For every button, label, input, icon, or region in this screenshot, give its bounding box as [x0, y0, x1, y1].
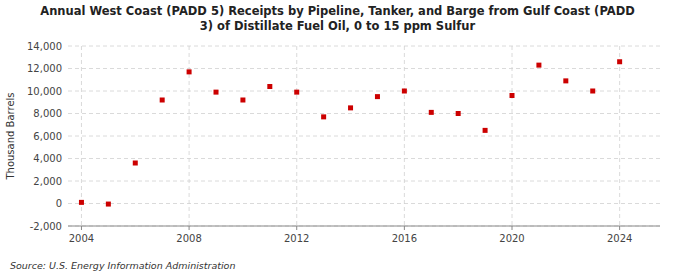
point [590, 89, 595, 94]
y-tick-label: 8,000 [33, 108, 62, 119]
y-grid-line [68, 68, 660, 69]
point [106, 202, 111, 207]
y-grid-line [68, 136, 660, 137]
point [536, 63, 541, 68]
x-tick-label: 2020 [499, 233, 524, 244]
point [348, 105, 353, 110]
axes: -2,000 0 2,000 4,000 6,000 8,000 10,000 12,000 1… [27, 41, 660, 245]
x-tick-label: 2008 [176, 233, 201, 244]
y-grid-line [68, 158, 660, 159]
y-grid-line [68, 226, 660, 227]
y-tick-label: 12,000 [27, 63, 62, 74]
x-tick-label: 2004 [69, 233, 94, 244]
y-tick-label: 4,000 [33, 153, 62, 164]
title-line: 3) of Distillate Fuel Oil, 0 to 15 ppm S… [200, 19, 476, 33]
point [214, 90, 219, 95]
point [402, 89, 407, 94]
source: Source: U.S. Energy Information Administ… [10, 260, 235, 271]
title: Annual West Coast (PADD 5) Receipts by P… [40, 4, 635, 33]
x-tick [296, 226, 297, 230]
point [79, 200, 84, 205]
point [294, 90, 299, 95]
point [375, 94, 380, 99]
y-grid-line [68, 113, 660, 114]
point [240, 98, 245, 103]
x-grid-line [81, 46, 82, 226]
y-grid-line [68, 91, 660, 92]
y-tick-label: 0 [56, 198, 62, 209]
title-line: Annual West Coast (PADD 5) Receipts by P… [40, 4, 635, 18]
points [79, 59, 622, 206]
x-grid-line [404, 46, 405, 226]
x-tick [404, 226, 405, 230]
x-tick-label: 2016 [392, 233, 417, 244]
point [429, 110, 434, 115]
y-grid-line [68, 203, 660, 204]
x-axis-line [68, 226, 660, 227]
y-tick-label: 10,000 [27, 86, 62, 97]
x-grid-line [296, 46, 297, 226]
x-grid-line [619, 46, 620, 226]
point [160, 98, 165, 103]
x-tick [512, 226, 513, 230]
point [133, 161, 138, 166]
y-grid-line [68, 181, 660, 182]
x-tick [189, 226, 190, 230]
point [483, 128, 488, 133]
x-tick-label: 2024 [607, 233, 632, 244]
point [617, 59, 622, 64]
x-tick-label: 2012 [284, 233, 309, 244]
grid [68, 46, 660, 226]
y-grid-line [68, 46, 660, 47]
point [321, 114, 326, 119]
point [267, 84, 272, 89]
point [510, 93, 515, 98]
y-axis-label: Thousand Barrels [5, 92, 16, 180]
point [563, 78, 568, 83]
point [456, 111, 461, 116]
point [187, 69, 192, 74]
y-tick-label: 6,000 [33, 131, 62, 142]
y-tick-label: 14,000 [27, 41, 62, 52]
x-tick [619, 226, 620, 230]
x-grid-line [512, 46, 513, 226]
y-tick-label: -2,000 [30, 221, 62, 232]
y-tick-label: 2,000 [33, 176, 62, 187]
x-tick [81, 226, 82, 230]
